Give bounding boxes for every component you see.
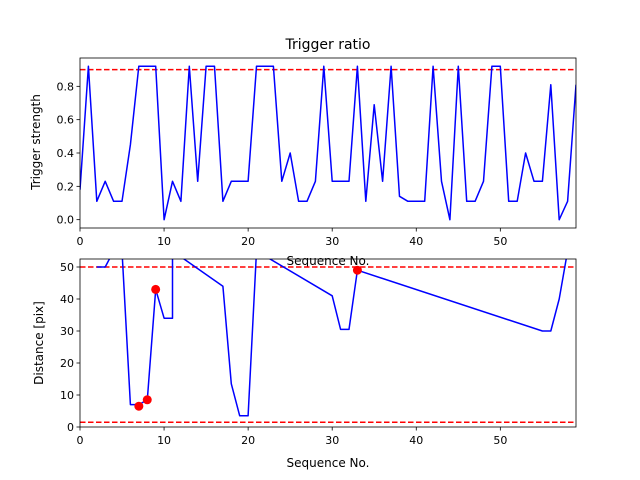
top-series-line-0 <box>80 65 576 221</box>
bottom-y-axis-label: Distance [pix] <box>32 301 46 385</box>
top-x-tick-label-5: 50 <box>493 235 507 248</box>
top-x-tick-label-2: 20 <box>241 235 255 248</box>
top-plot-area: 0 10 20 30 40 50 0.0 0.2 0.4 0.6 0.8 <box>57 57 577 248</box>
bottom-x-tick-label-5: 50 <box>493 434 507 447</box>
bottom-y-tick-label-5: 50 <box>60 261 74 274</box>
bottom-y-tick-label-2: 20 <box>60 357 74 370</box>
top-y-tick-label-1: 0.2 <box>57 180 75 193</box>
bottom-data-layer <box>80 259 576 423</box>
top-data-layer <box>80 65 576 221</box>
top-y-tick-label-4: 0.8 <box>57 80 75 93</box>
bottom-y-tick-label-4: 40 <box>60 293 74 306</box>
top-axes-frame <box>79 57 577 229</box>
top-x-axis-label: Sequence No. <box>287 254 370 268</box>
top-y-tick-label-3: 0.6 <box>57 114 75 127</box>
bottom-y-tick-label-3: 30 <box>60 325 74 338</box>
bottom-subplot: 0 10 20 30 40 50 0 10 20 30 40 50 Distance [pix] Se… <box>32 258 577 470</box>
top-subplot: Trigger ratio 0 10 20 30 40 50 0.0 0.2 0.4 0.6 0.8… <box>29 37 577 268</box>
top-x-tick-label-1: 10 <box>157 235 171 248</box>
bottom-x-tick-label-1: 10 <box>157 434 171 447</box>
bottom-y-tick-label-0: 0 <box>67 421 74 434</box>
bottom-marker-2 <box>151 284 161 294</box>
bottom-x-tick-label-0: 0 <box>77 434 84 447</box>
bottom-marker-1 <box>142 395 152 405</box>
top-x-tick-label-0: 0 <box>77 235 84 248</box>
bottom-y-tick-label-1: 10 <box>60 389 74 402</box>
bottom-x-tick-label-4: 40 <box>409 434 423 447</box>
bottom-x-tick-label-2: 20 <box>241 434 255 447</box>
bottom-x-axis-label: Sequence No. <box>287 456 370 470</box>
top-x-tick-label-3: 30 <box>325 235 339 248</box>
top-y-tick-label-0: 0.0 <box>57 214 75 227</box>
bottom-axes-frame <box>79 258 577 428</box>
bottom-x-tick-label-3: 30 <box>325 434 339 447</box>
top-chart-title: Trigger ratio <box>284 37 370 53</box>
bottom-series-line-0 <box>96 259 567 417</box>
bottom-marker-3 <box>352 265 362 275</box>
top-x-tick-label-4: 40 <box>409 235 423 248</box>
bottom-marker-0 <box>134 401 144 411</box>
bottom-plot-area: 0 10 20 30 40 50 0 10 20 30 40 50 <box>60 258 577 447</box>
top-y-tick-label-2: 0.4 <box>57 147 75 160</box>
top-y-axis-label: Trigger strength <box>29 94 43 191</box>
